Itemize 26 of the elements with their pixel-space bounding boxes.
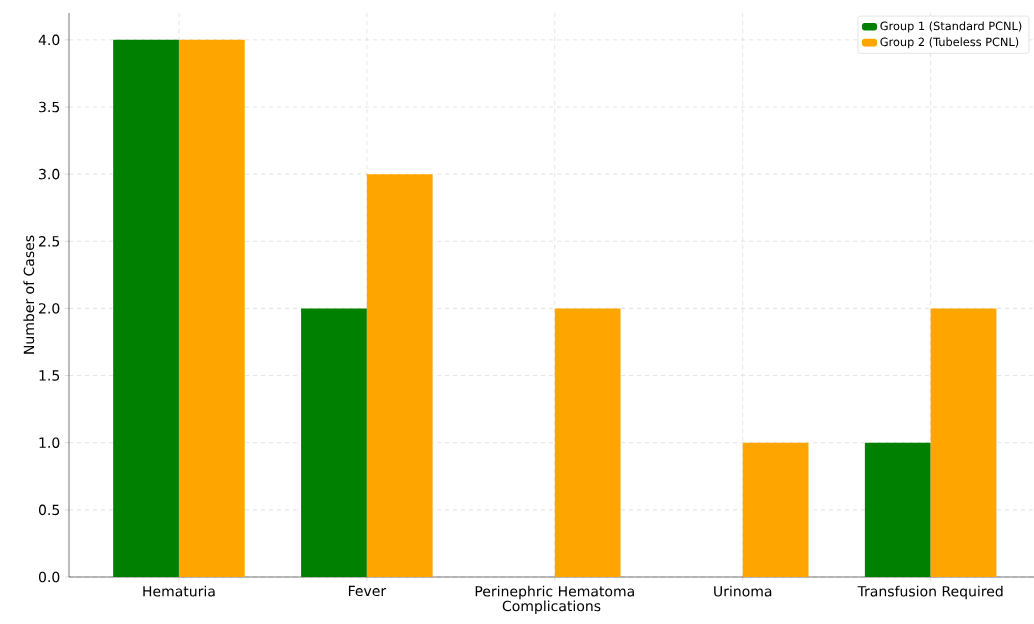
y-tick-label: 0.5 [38,504,60,516]
x-tick-label: Fever [348,585,387,597]
y-tick-label: 3.5 [39,101,60,113]
x-tick-label: Perinephric Hematoma [475,585,634,600]
bar [366,174,433,577]
bar [301,308,367,577]
bar [864,442,931,577]
bar [178,39,245,577]
y-tick-label: 2.5 [39,235,60,247]
y-tick-label: 3.0 [39,168,60,180]
y-tick-label: 4.0 [38,34,60,46]
x-tick-label: Transfusion Required [857,585,1003,600]
legend-label: Group 2 (Tubeless PCNL) [880,37,1019,49]
y-axis-title: Number of Cases [23,235,35,354]
bar [554,308,621,577]
y-tick-label: 1.5 [39,370,60,381]
x-axis-title: Complications [502,600,601,614]
y-tick-label: 1.0 [39,437,60,448]
x-tick-label: Hematuria [143,585,215,597]
bar [113,39,179,577]
legend-label: Group 1 (Standard PCNL) [880,21,1022,33]
x-tick-label: Urinoma [714,585,772,597]
y-tick-label: 2.0 [39,303,60,314]
bar [742,442,809,577]
y-tick-label: 0.0 [38,571,60,583]
bar [930,308,997,577]
